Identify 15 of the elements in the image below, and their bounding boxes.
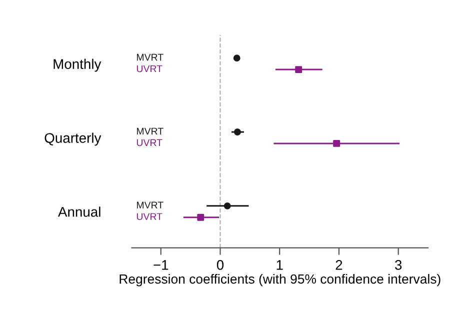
y-tick-label: Annual (58, 206, 100, 217)
x-tick-label: 1 (276, 260, 283, 270)
x-tick-label: 3 (395, 260, 402, 270)
text: UVRT (136, 65, 162, 72)
y-tick-label: Monthly (54, 58, 102, 72)
y-tick-label: Quarterly (44, 132, 102, 146)
text: MVRT (137, 54, 164, 61)
text: MVRT (137, 128, 164, 135)
text: UVRT (136, 139, 162, 146)
x-tick-label: 0 (216, 260, 224, 270)
text: UVRT (136, 213, 162, 220)
x-tick-label: 2 (336, 260, 342, 270)
x-axis-title: Regression coefficients (with 95% confidence intervals) (120, 274, 440, 286)
text: MVRT (137, 202, 164, 208)
x-tick-label: −1 (154, 260, 168, 270)
